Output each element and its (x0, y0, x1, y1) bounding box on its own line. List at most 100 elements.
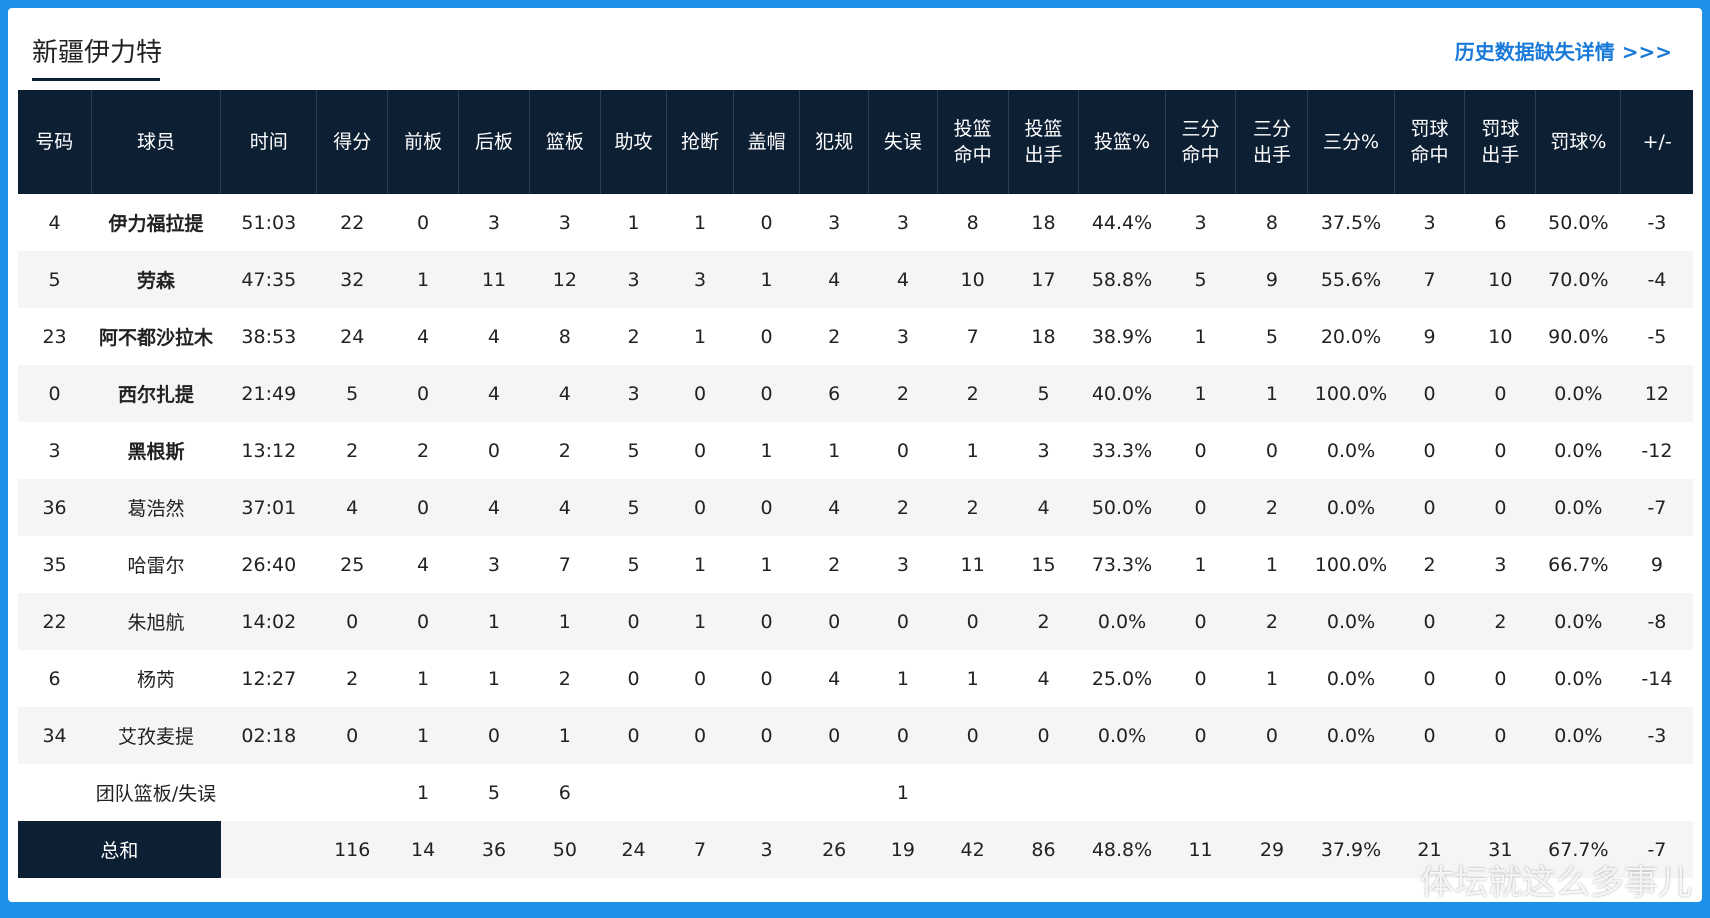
stat-cell: 1 (666, 593, 734, 650)
stat-cell: 7 (529, 536, 601, 593)
stat-cell: 1 (1235, 536, 1308, 593)
total-cell: 3 (733, 821, 800, 878)
stat-cell: 9 (1394, 308, 1465, 365)
stat-cell: 73.3% (1078, 536, 1166, 593)
player-name: 艾孜麦提 (91, 707, 221, 764)
stat-cell: 1 (868, 764, 938, 821)
stat-cell: 0 (733, 593, 800, 650)
stat-cell: 10 (1464, 251, 1536, 308)
player-name: 黑根斯 (91, 422, 221, 479)
stat-cell: 5 (600, 479, 667, 536)
player-row: 4 伊力福拉提 51:03 22 0 3 3 1 1 0 3 3 8 18 44.4% 3 8 37.5% 3 6 50… (18, 194, 1693, 251)
stat-cell: 10 (937, 251, 1009, 308)
stat-cell: 4 (18, 194, 92, 251)
stat-cell: 0 (600, 650, 667, 707)
stat-cell: 2 (600, 308, 667, 365)
player-name: 西尔扎提 (91, 365, 221, 422)
stat-cell: 0.0% (1307, 479, 1395, 536)
column-header: 前板 (387, 90, 460, 194)
total-cell: 116 (316, 821, 388, 878)
stat-cell: 37.5% (1307, 194, 1395, 251)
stat-cell: 2 (387, 422, 459, 479)
total-cell: 36 (458, 821, 530, 878)
team-row-label: 团队篮板/失误 (91, 764, 221, 821)
stat-cell (733, 764, 800, 821)
stat-cell: 12:27 (220, 650, 317, 707)
stat-cell: 0 (1394, 707, 1465, 764)
stat-cell: 5 (316, 365, 388, 422)
stat-cell: 4 (1008, 479, 1079, 536)
stat-cell: 21:49 (220, 365, 317, 422)
stat-cell: 1 (666, 536, 734, 593)
stat-cell: 4 (458, 365, 530, 422)
column-header: 罚球% (1535, 90, 1622, 194)
stat-cell: 0.0% (1535, 479, 1621, 536)
stat-cell: 3 (1008, 422, 1079, 479)
boxscore-card: 新疆伊力特 历史数据缺失详情 >>> 号码 球员 时间 得分 前板 后板 篮板 助攻 抢断 盖帽犯… (8, 8, 1702, 902)
stat-cell: 2 (868, 479, 938, 536)
stat-cell: 0 (387, 593, 459, 650)
stat-cell: 3 (868, 308, 938, 365)
column-header: 三分% (1307, 90, 1395, 194)
stat-cell: 0 (733, 194, 800, 251)
stat-cell: 17 (1008, 251, 1079, 308)
stat-cell: 1 (799, 422, 869, 479)
stat-cell: 12 (529, 251, 601, 308)
stat-cell: 5 (1008, 365, 1079, 422)
total-cell: 31 (1464, 821, 1536, 878)
stat-cell: 2 (1008, 593, 1079, 650)
stat-cell: 1 (458, 593, 530, 650)
total-cell: 29 (1235, 821, 1308, 878)
stat-cell: 0 (1165, 479, 1236, 536)
stat-cell: 34 (18, 707, 92, 764)
stat-cell (1535, 764, 1621, 821)
stat-cell: 3 (1464, 536, 1536, 593)
stat-cell: 2 (529, 422, 601, 479)
stat-cell: 0 (733, 365, 800, 422)
stat-cell: 1 (868, 650, 938, 707)
stat-cell: 0.0% (1078, 593, 1166, 650)
stat-cell (799, 764, 869, 821)
stat-cell: 0 (1464, 707, 1536, 764)
stat-cell: 3 (1394, 194, 1465, 251)
stat-cell: 4 (387, 536, 459, 593)
stat-cell: 2 (1235, 593, 1308, 650)
history-missing-link[interactable]: 历史数据缺失详情 >>> (1454, 40, 1672, 64)
player-row: 0 西尔扎提 21:49 5 0 4 4 3 0 0 6 2 2 5 40.0% 1 1 100.0% 0 0 0.0%… (18, 365, 1693, 422)
stat-cell: 0 (868, 707, 938, 764)
stat-cell: 18 (1008, 194, 1079, 251)
stat-cell: 8 (937, 194, 1009, 251)
stat-cell: 0 (868, 593, 938, 650)
stat-cell: 18 (1008, 308, 1079, 365)
stat-cell: 0 (1165, 422, 1236, 479)
player-name: 杨芮 (91, 650, 221, 707)
stat-cell: 40.0% (1078, 365, 1166, 422)
player-row: 23 阿不都沙拉木 38:53 24 4 4 8 2 1 0 2 3 7 18 38.9% 1 5 20.0% 9 1… (18, 308, 1693, 365)
stat-cell: 0 (666, 479, 734, 536)
stat-cell: 26:40 (220, 536, 317, 593)
stat-cell (1008, 764, 1079, 821)
stat-cell: 4 (387, 308, 459, 365)
stat-cell: 0 (316, 593, 388, 650)
stat-cell: 100.0% (1307, 365, 1395, 422)
column-header: 球员 (91, 90, 222, 194)
stat-cell: 3 (600, 365, 667, 422)
column-header: 失误 (868, 90, 938, 194)
stat-cell: 44.4% (1078, 194, 1166, 251)
player-row: 5 劳森 47:35 32 1 11 12 3 3 1 4 4 10 17 58.8% 5 9 55.6% 7 10 7… (18, 251, 1693, 308)
player-row: 6 杨芮 12:27 2 1 1 2 0 0 0 4 1 1 4 25.0% 0 1 0.0% 0 0 0.0% -14 (18, 650, 1693, 707)
stat-cell: 1 (529, 593, 601, 650)
stat-cell: 5 (18, 251, 92, 308)
stat-cell: -12 (1620, 422, 1693, 479)
stat-cell: 1 (733, 422, 800, 479)
column-header: 抢断 (666, 90, 734, 194)
stat-cell: 1 (387, 251, 459, 308)
stat-cell: 33.3% (1078, 422, 1166, 479)
stat-cell: 12 (1620, 365, 1693, 422)
stat-cell: 0 (600, 593, 667, 650)
stat-cell: -3 (1620, 707, 1693, 764)
player-name: 哈雷尔 (91, 536, 221, 593)
stat-cell: 1 (387, 764, 459, 821)
column-header: 三分 命中 (1165, 90, 1237, 194)
stat-cell: 0 (1394, 422, 1465, 479)
